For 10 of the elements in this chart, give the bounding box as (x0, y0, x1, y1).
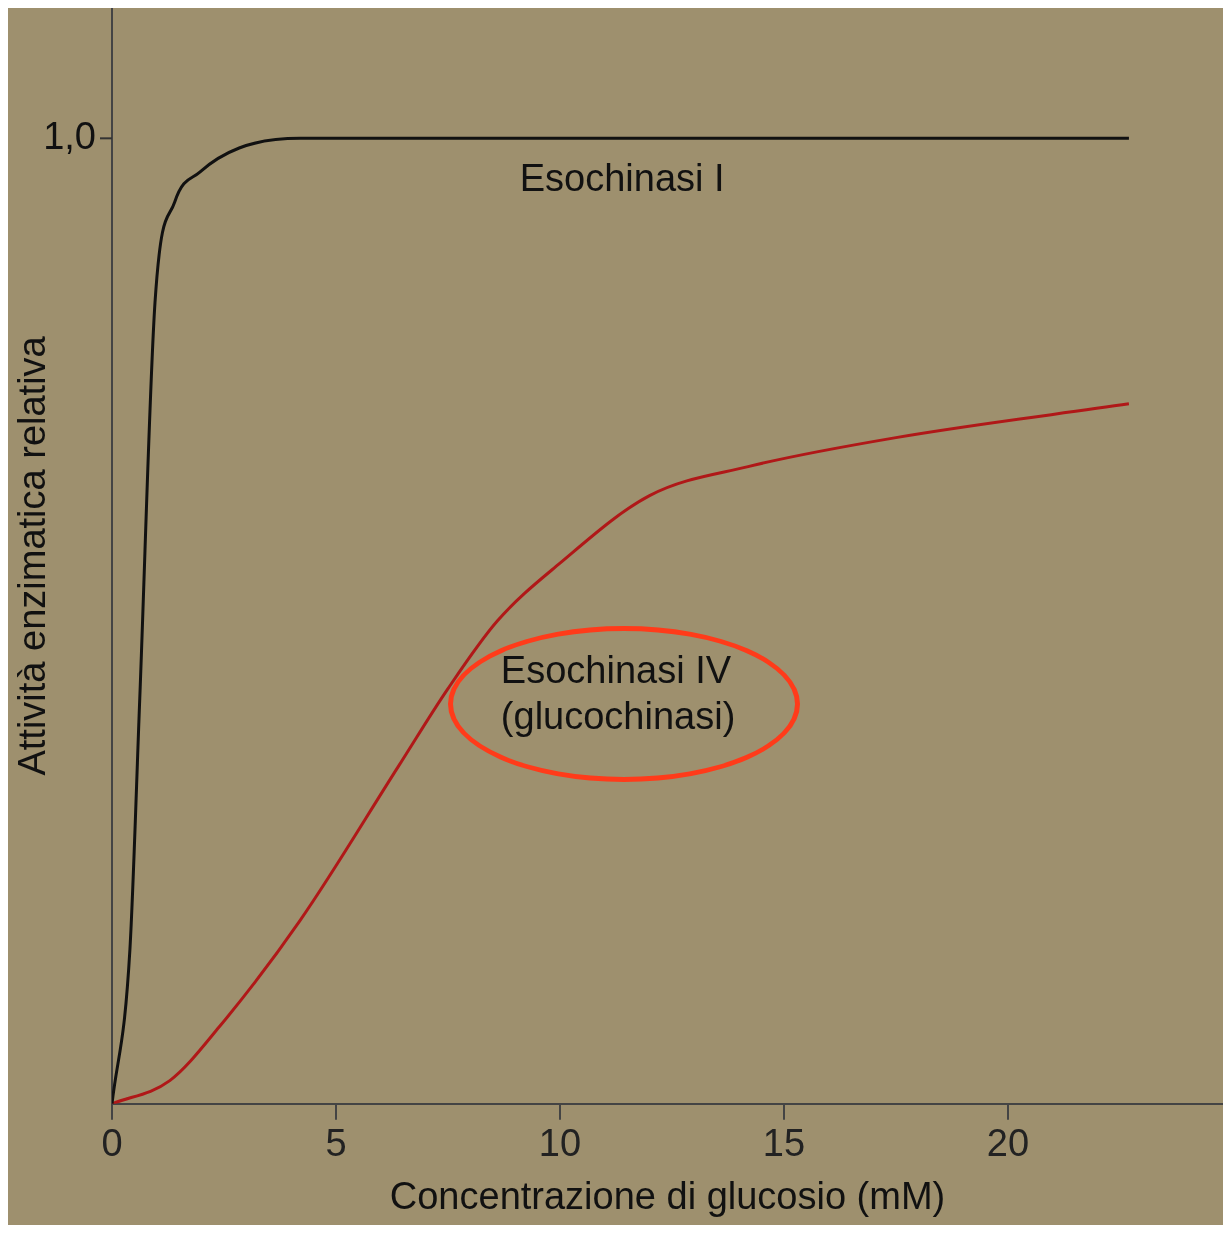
series-label: Esochinasi IV (glucochinasi) (500, 648, 736, 737)
y-axis-title: Attività enzimatica relativa (11, 335, 54, 776)
x-tick-label: 20 (986, 1122, 1030, 1165)
x-tick-label: 0 (101, 1122, 123, 1165)
x-tick-label: 5 (325, 1122, 347, 1165)
x-tick-label: 10 (538, 1122, 582, 1165)
x-axis-title: Concentrazione di glucosio (mM) (389, 1174, 946, 1217)
x-tick-label: 15 (762, 1122, 806, 1165)
text: 1,0 (43, 114, 96, 157)
series-label: Esochinasi I (519, 156, 725, 199)
